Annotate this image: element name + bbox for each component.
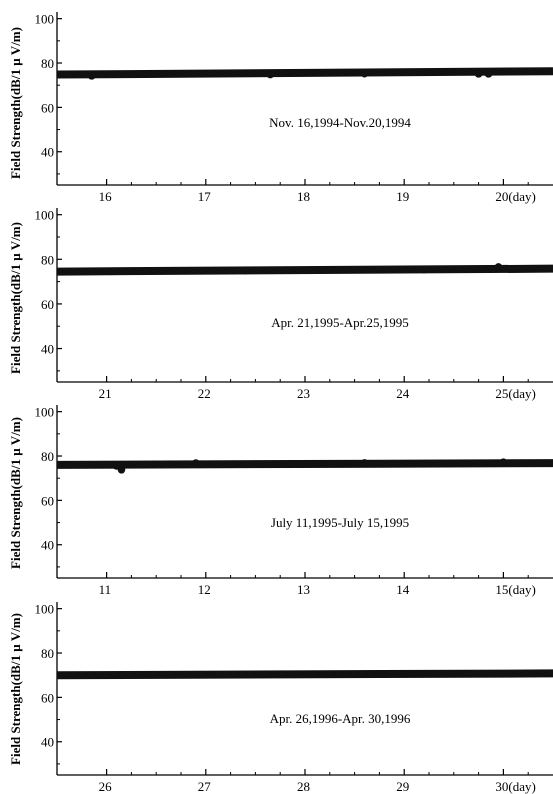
data-series-band (56, 669, 553, 680)
x-tick-label: 25(day) (495, 386, 535, 401)
y-tick-label: 60 (41, 100, 54, 115)
data-point (107, 267, 116, 276)
data-point (494, 263, 503, 271)
x-tick-label: 16 (99, 189, 113, 204)
data-series-band (56, 459, 553, 469)
data-point (192, 459, 200, 467)
data-point (87, 72, 96, 80)
y-tick-label: 80 (41, 646, 54, 661)
data-point (499, 458, 508, 467)
y-axis-label: Field Strength(dB/1 μ V/m) (8, 27, 23, 179)
data-point (484, 70, 493, 78)
y-tick-label: 40 (41, 145, 54, 160)
x-tick-label: 15(day) (495, 582, 535, 597)
data-point (360, 459, 369, 467)
x-tick-label: 19 (396, 189, 409, 204)
y-tick-label: 100 (35, 602, 55, 617)
y-tick-label: 100 (35, 208, 55, 223)
x-tick-label: 18 (297, 189, 310, 204)
x-tick-label: 24 (396, 386, 410, 401)
data-series-band (56, 264, 553, 276)
x-tick-label: 26 (99, 779, 113, 794)
x-tick-label: 23 (297, 386, 310, 401)
x-tick-label: 30(day) (495, 779, 535, 794)
date-range-annotation: Apr. 21,1995-Apr.25,1995 (271, 315, 409, 330)
y-tick-label: 60 (41, 690, 54, 705)
x-tick-label: 13 (297, 582, 310, 597)
data-point (117, 465, 126, 474)
y-tick-label: 100 (35, 405, 55, 420)
x-tick-label: 29 (396, 779, 409, 794)
x-tick-label: 12 (198, 582, 211, 597)
x-tick-label: 21 (99, 386, 112, 401)
x-tick-label: 27 (198, 779, 212, 794)
data-point (241, 266, 250, 275)
data-point (420, 265, 428, 274)
y-axis-label: Field Strength(dB/1 μ V/m) (8, 613, 23, 765)
y-tick-label: 80 (41, 449, 54, 464)
data-series-band (56, 67, 553, 79)
y-tick-label: 60 (41, 493, 54, 508)
date-range-annotation: Apr. 26,1996-Apr. 30,1996 (270, 711, 411, 726)
y-tick-label: 40 (41, 538, 54, 553)
x-tick-label: 22 (198, 386, 211, 401)
y-tick-label: 80 (41, 56, 54, 71)
data-point (474, 70, 483, 78)
x-tick-label: 11 (99, 582, 112, 597)
y-tick-label: 40 (41, 342, 54, 357)
data-point (266, 70, 275, 79)
x-tick-label: 28 (297, 779, 310, 794)
x-tick-label: 17 (198, 189, 212, 204)
y-tick-label: 60 (41, 297, 54, 312)
date-range-annotation: July 11,1995-July 15,1995 (271, 515, 409, 530)
y-axis-label: Field Strength(dB/1 μ V/m) (8, 417, 23, 569)
y-axis-label: Field Strength(dB/1 μ V/m) (8, 222, 23, 374)
y-tick-label: 80 (41, 252, 54, 267)
y-tick-label: 100 (35, 12, 55, 27)
date-range-annotation: Nov. 16,1994-Nov.20,1994 (269, 115, 411, 130)
data-point (360, 69, 369, 78)
x-tick-label: 20(day) (495, 189, 535, 204)
x-tick-label: 14 (396, 582, 410, 597)
y-tick-label: 40 (41, 735, 54, 750)
